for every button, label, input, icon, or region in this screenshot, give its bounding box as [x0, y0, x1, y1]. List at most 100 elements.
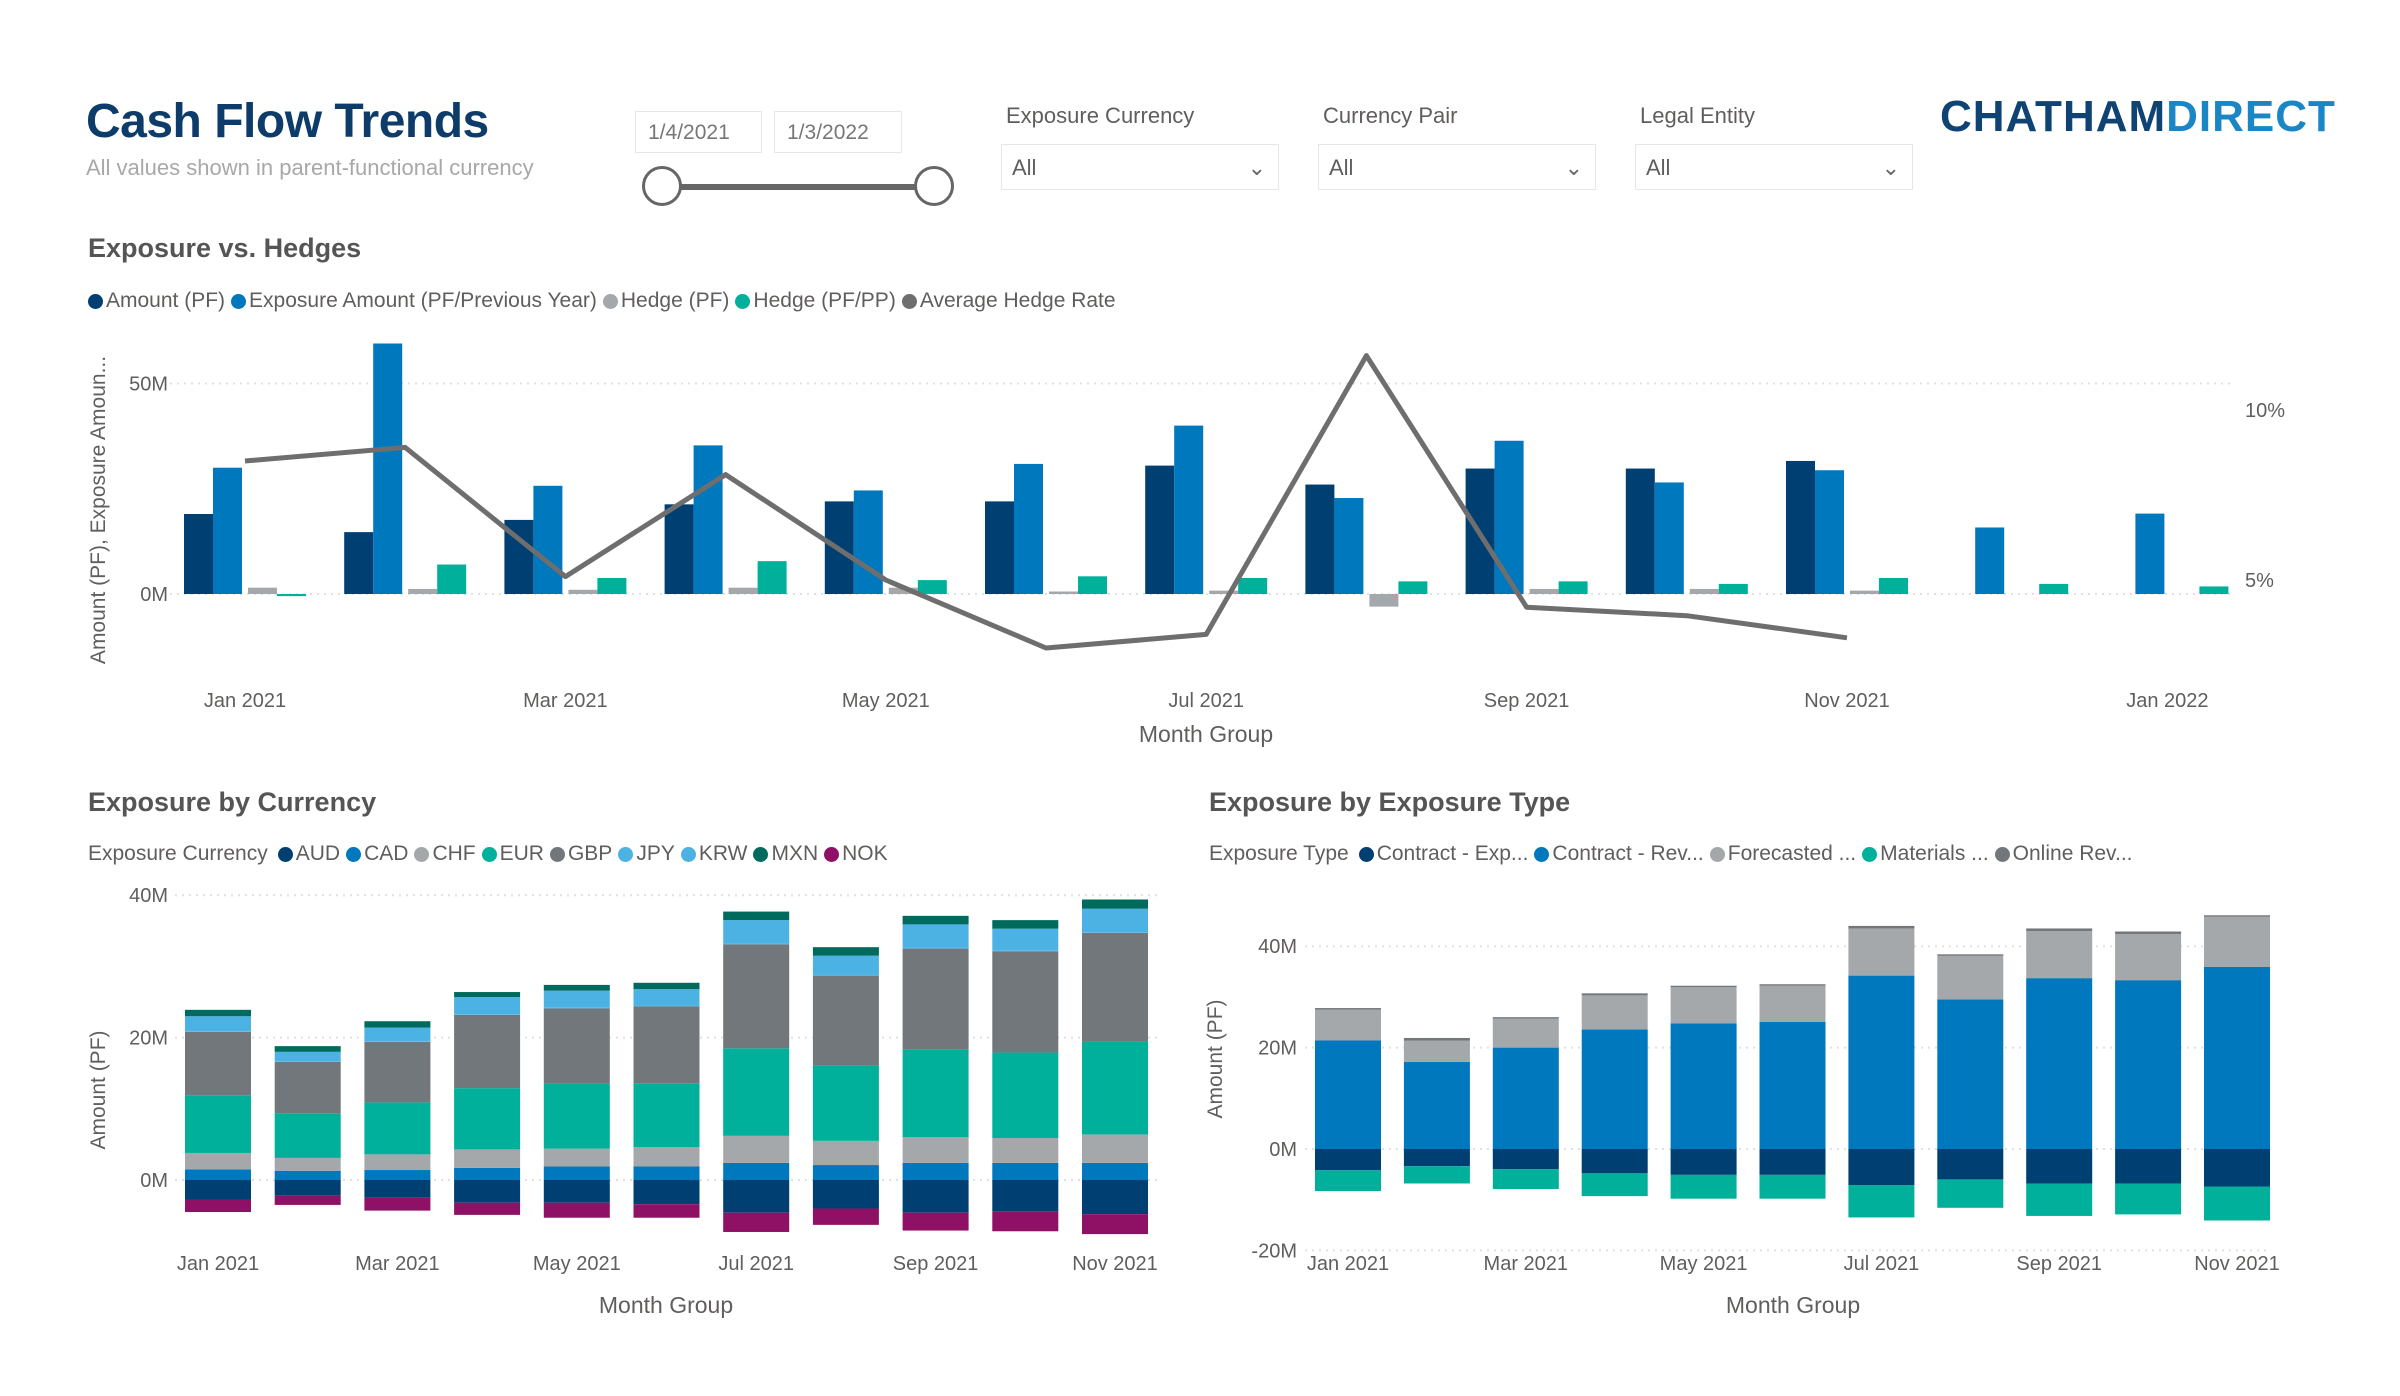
- bar-segment-eur: [723, 1048, 790, 1136]
- legend-item-hedge-pf[interactable]: Hedge (PF): [602, 289, 730, 313]
- bar-segment-contract-exp: [1315, 1149, 1381, 1171]
- legend-item-mxn[interactable]: MXN: [753, 842, 818, 866]
- bar-segment-online-rev: [1581, 993, 1648, 996]
- legend-label: Amount (PF): [106, 289, 226, 312]
- legend-item-forecasted[interactable]: Forecasted ...: [1709, 842, 1857, 866]
- bar-segment-krw: [902, 924, 969, 948]
- bar-segment-cad: [543, 1166, 610, 1180]
- bar-segment-jpy: [723, 943, 790, 945]
- bar-segment-jpy: [992, 950, 1059, 952]
- x-tick-label: Mar 2021: [355, 1253, 440, 1275]
- y2-tick-label: 5%: [2245, 570, 2274, 592]
- legend-item-contract-exp[interactable]: Contract - Exp...: [1358, 842, 1528, 866]
- start-date-input[interactable]: 1/4/2021: [635, 111, 762, 153]
- y-axis-title: Amount (PF): [87, 1030, 110, 1149]
- bar-exposure-amount-pf-previous-year: [1494, 440, 1524, 594]
- x-tick-label: Jan 2021: [177, 1253, 259, 1275]
- exposure-by-type-title: Exposure by Exposure Type: [1209, 787, 1571, 817]
- legend-item-gbp[interactable]: GBP: [549, 842, 612, 866]
- legend-item-materials[interactable]: Materials ...: [1862, 842, 1989, 866]
- bar-segment-mxn: [364, 1021, 431, 1028]
- legend-marker: [414, 846, 430, 862]
- legend-label: Exposure Amount (PF/Previous Year): [249, 289, 597, 312]
- chatham-direct-logo: CHATHAMDIRECT: [1940, 92, 2336, 141]
- bar-segment-contract-rev: [1848, 975, 1915, 1149]
- bar-segment-mxn: [1082, 899, 1148, 909]
- bar-segment-chf: [633, 1147, 700, 1167]
- legend-item-contract-rev[interactable]: Contract - Rev...: [1534, 842, 1704, 866]
- legend-item-jpy[interactable]: JPY: [618, 842, 675, 866]
- legend-label: Hedge (PF): [620, 289, 730, 312]
- bar-hedge-pf-pp: [1718, 583, 1748, 594]
- bar-hedge-pf-pp: [437, 564, 467, 594]
- bar-segment-gbp: [364, 1041, 431, 1103]
- bar-amount-pf: [184, 514, 213, 594]
- bar-hedge-pf-pp: [597, 578, 627, 594]
- legend-item-nok[interactable]: NOK: [824, 842, 888, 866]
- bar-segment-jpy: [1082, 932, 1148, 933]
- bar-segment-cad: [185, 1169, 251, 1180]
- exposure-currency-dropdown[interactable]: All ⌄: [1001, 144, 1279, 190]
- bar-segment-jpy: [364, 1041, 431, 1042]
- legend-item-exposure-amount-pf-previous-year[interactable]: Exposure Amount (PF/Previous Year): [231, 289, 597, 313]
- legend-marker: [735, 293, 751, 309]
- bar-segment-gbp: [1082, 932, 1148, 1042]
- bar-segment-contract-rev: [1759, 1021, 1826, 1149]
- y2-tick-label: 10%: [2245, 400, 2285, 422]
- slider-end-handle[interactable]: [914, 166, 954, 206]
- slider-start-handle[interactable]: [642, 166, 682, 206]
- bar-segment-cad: [992, 1162, 1059, 1180]
- bar-segment-gbp: [543, 1008, 610, 1084]
- line-average-hedge-rate: [244, 353, 1848, 651]
- bar-segment-online-rev: [2204, 915, 2270, 917]
- legend-marker: [231, 293, 247, 309]
- legend-marker: [277, 846, 293, 862]
- legend-label: Contract - Rev...: [1552, 842, 1704, 865]
- currency-pair-dropdown[interactable]: All ⌄: [1318, 144, 1596, 190]
- legend-item-online-rev[interactable]: Online Rev...: [1994, 842, 2133, 866]
- legend-label: Online Rev...: [2012, 842, 2133, 865]
- bar-hedge-pf-pp: [1078, 576, 1107, 594]
- chevron-down-icon: ⌄: [1564, 155, 1583, 180]
- bar-segment-contract-exp: [1937, 1149, 2004, 1180]
- legend-marker: [1994, 846, 2010, 862]
- legend-item-amount-pf[interactable]: Amount (PF): [88, 289, 225, 313]
- legend-marker: [549, 846, 565, 862]
- date-range-slider-track[interactable]: [662, 184, 934, 190]
- bar-hedge-pf-pp: [917, 580, 947, 594]
- bar-segment-aud: [633, 1180, 700, 1205]
- x-tick-label: Mar 2021: [1484, 1253, 1569, 1275]
- bar-hedge-pf-pp: [1879, 578, 1908, 594]
- y-tick-label: 0M: [140, 584, 168, 606]
- bar-segment-nok: [1082, 1214, 1148, 1235]
- x-tick-label: Jul 2021: [1844, 1253, 1920, 1275]
- legend-label: Forecasted ...: [1727, 842, 1857, 865]
- end-date-input[interactable]: 1/3/2022: [774, 111, 902, 153]
- bar-hedge-pf-pp: [2039, 583, 2069, 594]
- x-tick-label: Nov 2021: [1072, 1253, 1158, 1275]
- x-tick-label: Sep 2021: [1484, 690, 1570, 712]
- legend-item-eur[interactable]: EUR: [481, 842, 544, 866]
- legend-item-chf[interactable]: CHF: [414, 842, 476, 866]
- bar-segment-contract-exp: [1403, 1149, 1470, 1167]
- legend-item-krw[interactable]: KRW: [680, 842, 747, 866]
- legal-entity-dropdown[interactable]: All ⌄: [1635, 144, 1913, 190]
- bar-segment-contract-exp: [2204, 1149, 2270, 1187]
- bar-segment-nok: [812, 1208, 879, 1225]
- bar-segment-gbp: [992, 951, 1059, 1053]
- legend-item-cad[interactable]: CAD: [346, 842, 408, 866]
- y-tick-label: 40M: [1258, 936, 1297, 958]
- legend-item-aud[interactable]: AUD: [277, 842, 340, 866]
- bar-segment-jpy: [633, 1005, 700, 1007]
- bar-segment-forecasted: [1403, 1040, 1470, 1062]
- bar-segment-gbp: [185, 1031, 251, 1096]
- bar-segment-chf: [543, 1148, 610, 1167]
- exposure-by-currency-chart: 0M 20M 40M Amount (PF) Jan 2021 Mar 2021 May 2…: [87, 885, 1160, 1318]
- bar-segment-online-rev: [1315, 1008, 1381, 1010]
- bar-segment-jpy: [274, 1061, 341, 1062]
- bar-exposure-amount-pf-previous-year: [1815, 470, 1844, 594]
- bar-segment-gbp: [633, 1006, 700, 1084]
- currency-pair-label: Currency Pair: [1323, 103, 1458, 128]
- legend-item-average-hedge-rate[interactable]: Average Hedge Rate: [901, 289, 1116, 313]
- legend-item-hedge-pf-pp[interactable]: Hedge (PF/PP): [735, 289, 896, 313]
